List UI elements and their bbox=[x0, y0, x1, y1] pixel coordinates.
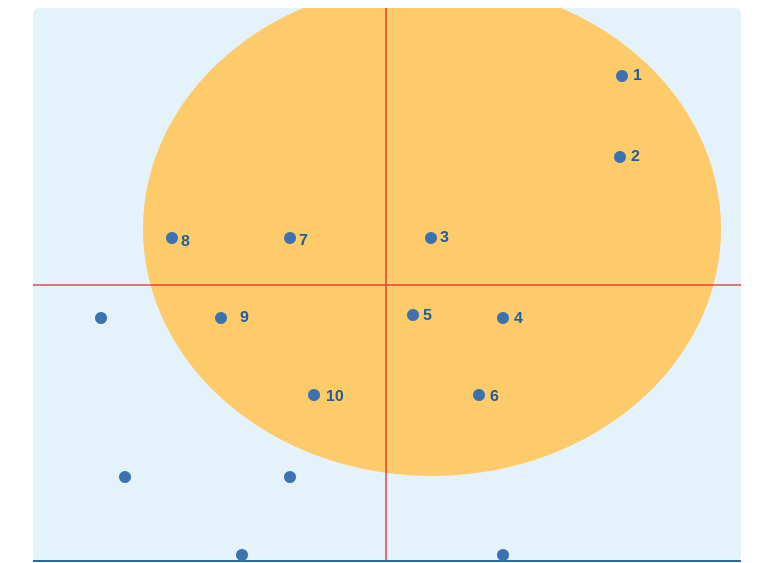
unlabeled-point bbox=[95, 312, 107, 324]
point-label-3: 3 bbox=[440, 229, 449, 246]
point-label-10: 10 bbox=[326, 388, 344, 405]
point-4 bbox=[497, 312, 509, 324]
unlabeled-point bbox=[236, 549, 248, 561]
point-1 bbox=[616, 70, 628, 82]
highlight-ellipse bbox=[143, 8, 721, 476]
point-label-4: 4 bbox=[514, 310, 523, 327]
point-label-2: 2 bbox=[631, 148, 640, 165]
point-5 bbox=[407, 309, 419, 321]
point-3 bbox=[425, 232, 437, 244]
point-label-9: 9 bbox=[240, 309, 249, 326]
point-9 bbox=[215, 312, 227, 324]
unlabeled-point bbox=[119, 471, 131, 483]
point-6 bbox=[473, 389, 485, 401]
unlabeled-point bbox=[497, 549, 509, 561]
point-2 bbox=[614, 151, 626, 163]
point-label-7: 7 bbox=[299, 232, 308, 249]
point-8 bbox=[166, 232, 178, 244]
point-label-1: 1 bbox=[633, 67, 642, 84]
point-label-8: 8 bbox=[181, 233, 190, 250]
unlabeled-point bbox=[284, 471, 296, 483]
point-label-5: 5 bbox=[423, 307, 432, 324]
points-layer: 1 2 3 4 5 6 7 8 9 10 bbox=[95, 67, 642, 561]
point-10 bbox=[308, 389, 320, 401]
point-7 bbox=[284, 232, 296, 244]
point-label-6: 6 bbox=[490, 388, 499, 405]
